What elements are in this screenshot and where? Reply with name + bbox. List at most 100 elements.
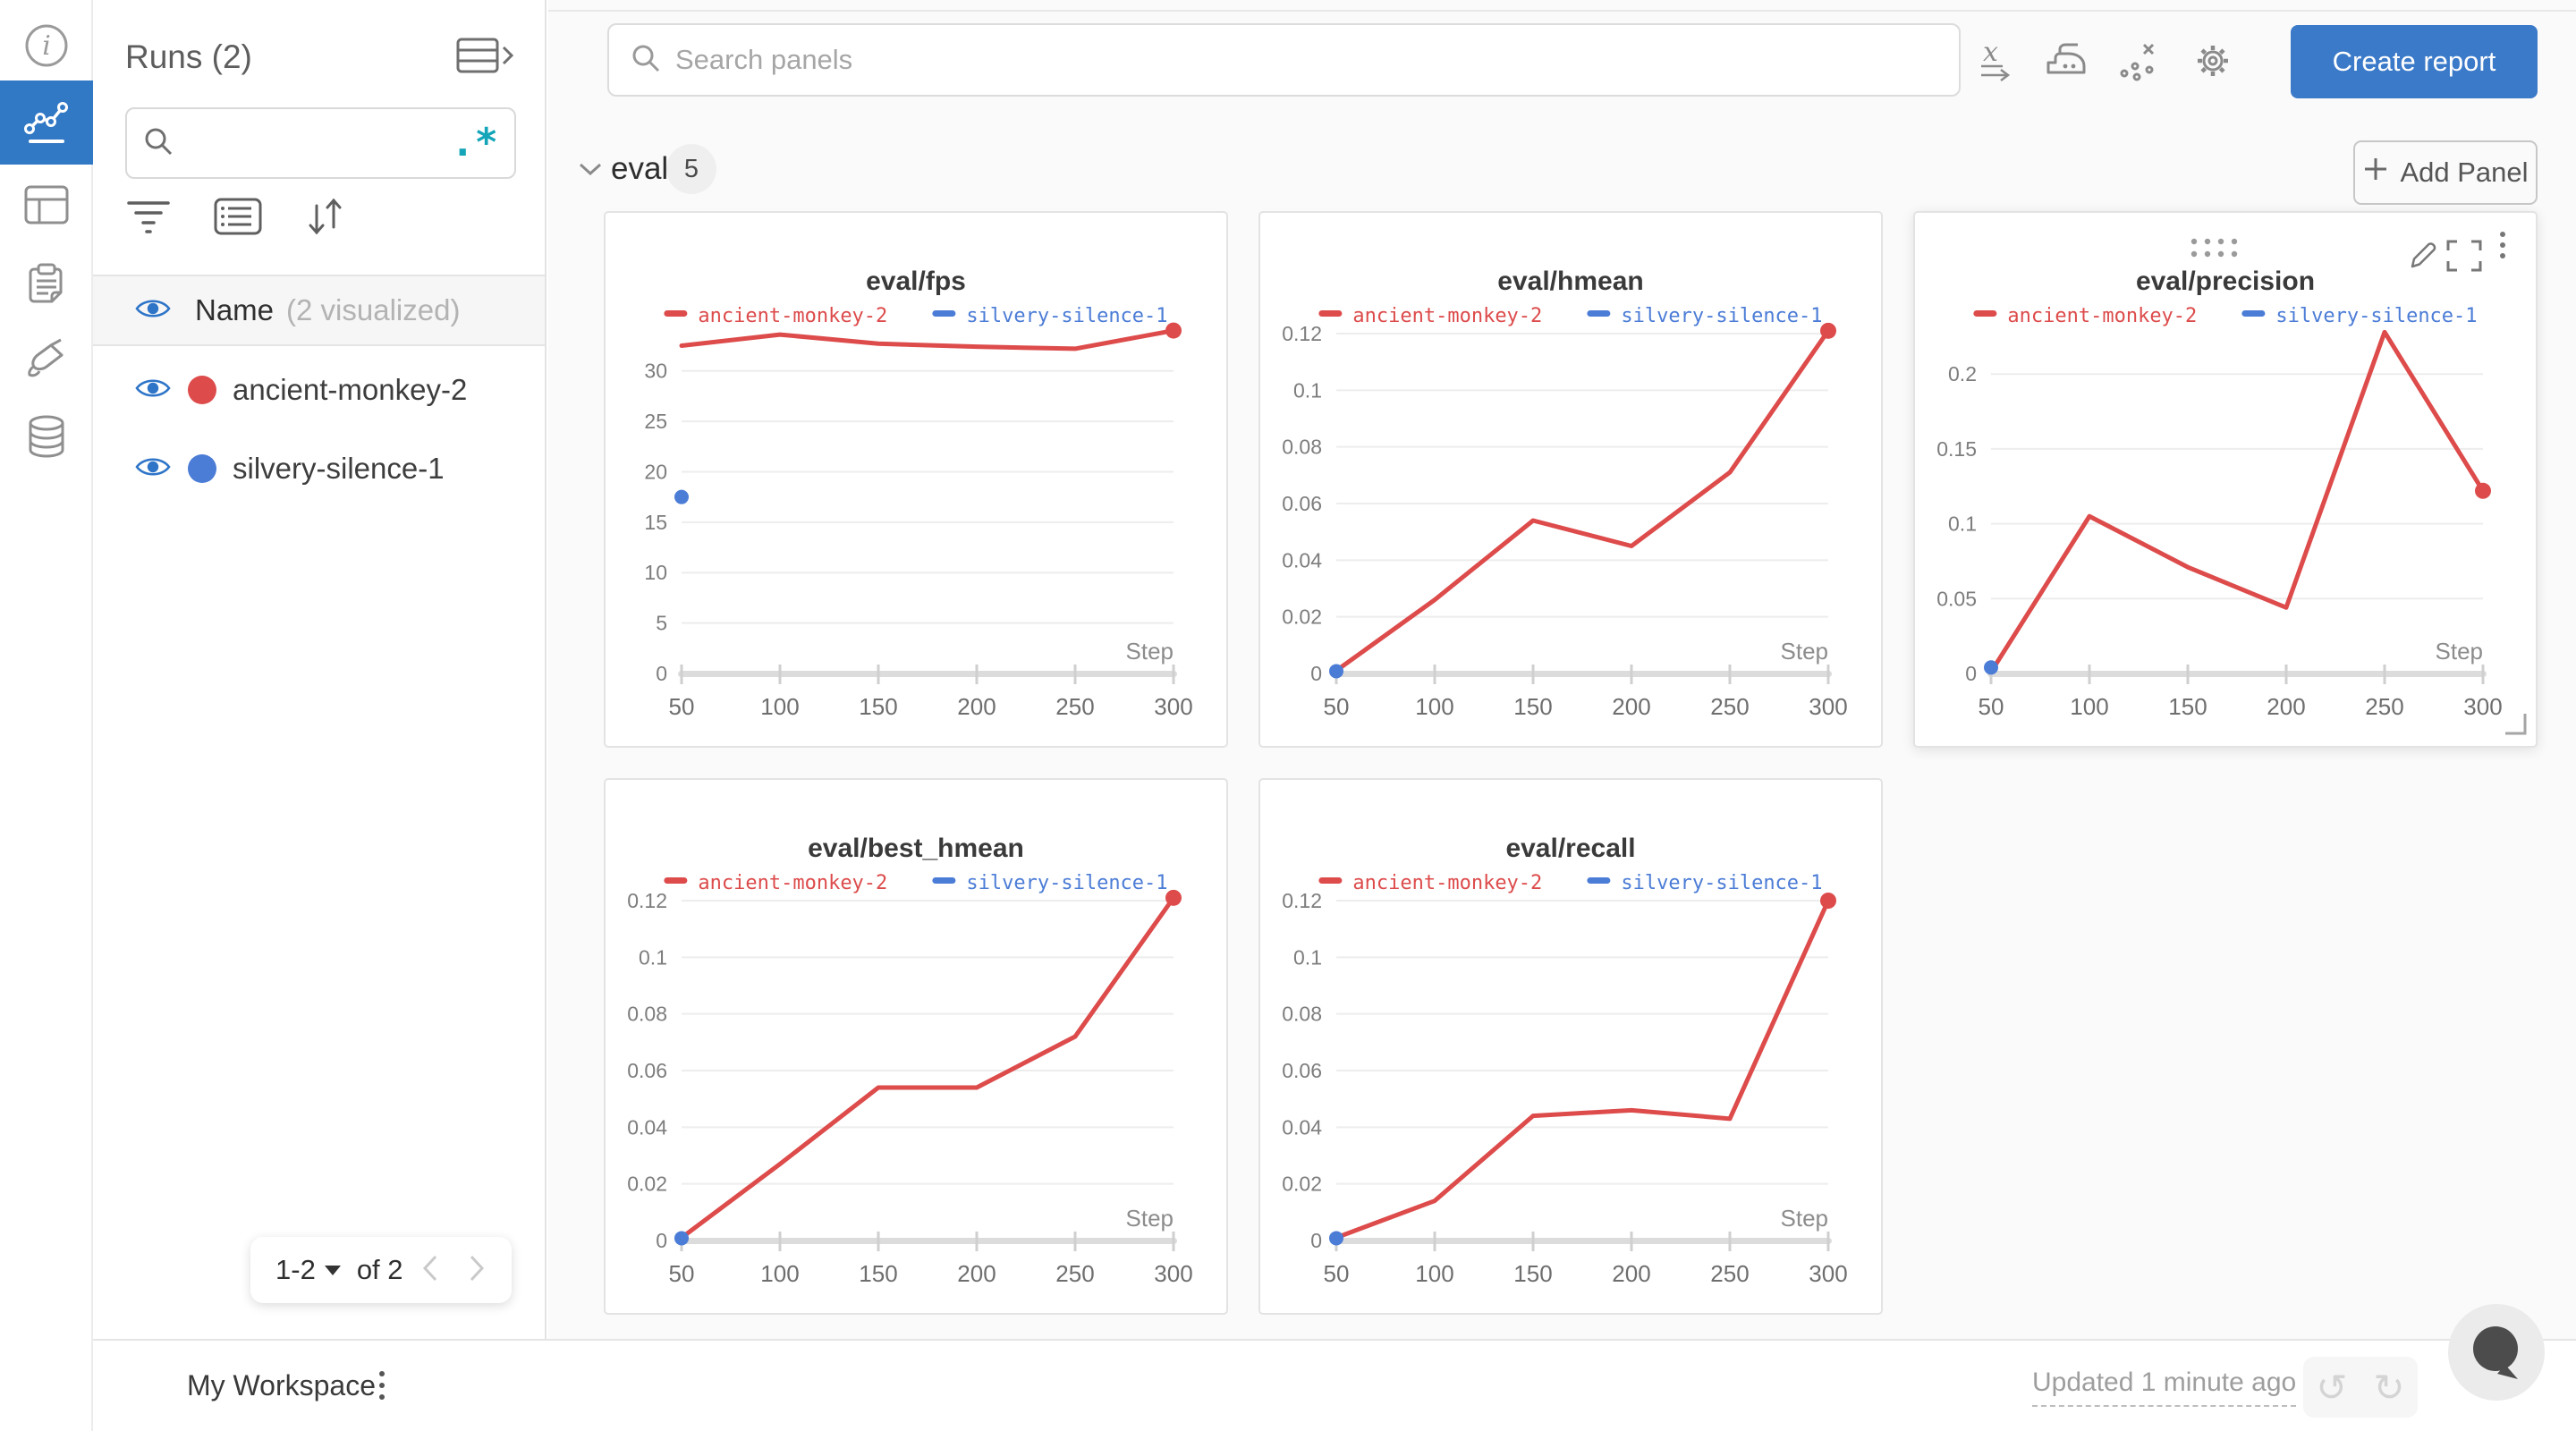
panel-kebab-icon[interactable] [2500, 242, 2505, 248]
drag-handle-icon[interactable] [2204, 238, 2211, 245]
drag-handle-icon[interactable] [2217, 250, 2224, 258]
nav-item-sweeps[interactable] [0, 320, 93, 404]
eye-icon[interactable] [134, 453, 172, 485]
x-axis-icon[interactable]: x [1976, 37, 2019, 82]
x-tick-label: 150 [859, 1260, 897, 1287]
y-tick-label: 0.15 [1936, 437, 1977, 461]
legend-entry[interactable]: silvery-silence-1 [1621, 872, 1822, 894]
legend-entry[interactable]: silvery-silence-1 [2275, 305, 2477, 327]
drag-handle-icon[interactable] [2231, 238, 2238, 245]
runs-column-header[interactable]: Name (2 visualized) [93, 275, 545, 346]
chart-panel-eval-fps[interactable]: eval/fps ancient-monkey-2 silvery-silence-… [604, 211, 1228, 748]
runs-search-input[interactable] [186, 128, 452, 158]
legend-entry[interactable]: ancient-monkey-2 [1352, 872, 1542, 894]
point-silvery-silence-1[interactable] [674, 489, 689, 504]
chart-canvas[interactable]: eval/precision ancient-monkey-2 silvery-si… [1915, 213, 2536, 746]
legend-entry[interactable]: ancient-monkey-2 [2007, 305, 2197, 327]
sort-icon[interactable] [304, 197, 347, 241]
legend-entry[interactable]: ancient-monkey-2 [698, 305, 887, 327]
latest-point-dot [1820, 893, 1836, 909]
x-tick-label: 200 [1612, 1260, 1650, 1287]
add-panel-button[interactable]: Add Panel [2353, 140, 2538, 205]
chart-panel-eval-recall[interactable]: eval/recall ancient-monkey-2 silvery-silen… [1258, 778, 1883, 1315]
series-line-ancient-monkey-2[interactable] [1334, 898, 1831, 1240]
panel-kebab-icon[interactable] [2500, 253, 2505, 258]
create-report-button[interactable]: Create report [2291, 25, 2538, 98]
nav-item-overview[interactable]: i [0, 5, 93, 89]
drag-handle-icon[interactable] [2190, 238, 2198, 245]
page-range-dropdown[interactable]: 1-2 [275, 1254, 316, 1285]
database-icon [23, 413, 70, 466]
x-tick-label: 250 [1710, 1260, 1749, 1287]
caret-down-icon[interactable] [324, 1265, 341, 1275]
drag-handle-icon[interactable] [2217, 238, 2224, 245]
undo-icon[interactable]: ↺ [2316, 1366, 2348, 1409]
smoothing-iron-icon[interactable] [2044, 39, 2087, 82]
chart-panel-eval-hmean[interactable]: eval/hmean ancient-monkey-2 silvery-silenc… [1258, 211, 1883, 748]
point-silvery-silence-1[interactable] [1984, 660, 1998, 675]
eye-icon[interactable] [134, 295, 172, 326]
nav-item-charts[interactable] [0, 80, 93, 165]
chart-canvas[interactable]: eval/hmean ancient-monkey-2 silvery-silenc… [1260, 213, 1881, 746]
chart-panel-eval-best-hmean[interactable]: eval/best_hmean ancient-monkey-2 silvery-s… [604, 778, 1228, 1315]
section-title[interactable]: eval [611, 151, 669, 186]
y-tick-label: 0.05 [1936, 587, 1977, 610]
run-name[interactable]: silvery-silence-1 [233, 452, 445, 485]
x-tick-label: 100 [1415, 1260, 1453, 1287]
chat-support-button[interactable] [2448, 1304, 2545, 1401]
chevron-down-icon[interactable] [577, 160, 604, 182]
settings-gear-icon[interactable] [2191, 39, 2234, 82]
series-line-ancient-monkey-2[interactable] [679, 328, 1176, 351]
resize-handle-icon[interactable] [2505, 714, 2527, 735]
chart-panel-eval-precision[interactable]: eval/precision ancient-monkey-2 silvery-si… [1913, 211, 2538, 748]
legend-entry[interactable]: ancient-monkey-2 [1352, 305, 1542, 327]
workspace-main: x Create report eval [548, 0, 2576, 1339]
filter-icon[interactable] [125, 198, 172, 240]
outliers-icon[interactable] [2117, 39, 2160, 82]
nav-item-logs[interactable] [0, 243, 93, 327]
point-silvery-silence-1[interactable] [1329, 664, 1343, 679]
run-row-silvery-silence-1[interactable]: silvery-silence-1 [93, 429, 545, 508]
point-silvery-silence-1[interactable] [1329, 1231, 1343, 1246]
legend-entry[interactable]: silvery-silence-1 [966, 305, 1167, 327]
drag-handle-icon[interactable] [2231, 250, 2238, 258]
display-options-icon[interactable] [213, 196, 263, 241]
drag-handle-icon[interactable] [2204, 250, 2211, 258]
point-silvery-silence-1[interactable] [674, 1231, 689, 1246]
workspace-menu-kebab-icon[interactable] [376, 1367, 388, 1403]
last-updated-text[interactable]: Updated 1 minute ago [2032, 1367, 2297, 1407]
x-tick-label: 150 [2168, 693, 2207, 720]
prev-page-icon[interactable] [420, 1253, 440, 1288]
panels-search-input[interactable] [675, 44, 1937, 76]
series-line-ancient-monkey-2[interactable] [679, 895, 1176, 1240]
nav-item-runs-table[interactable] [0, 165, 93, 249]
run-row-ancient-monkey-2[interactable]: ancient-monkey-2 [93, 351, 545, 429]
run-name[interactable]: ancient-monkey-2 [233, 373, 468, 406]
history-controls: ↺ ↻ [2303, 1357, 2418, 1418]
series-line-ancient-monkey-2[interactable] [1988, 329, 2486, 674]
x-tick-label: 50 [669, 1260, 695, 1287]
eye-icon[interactable] [134, 375, 172, 406]
regex-toggle-icon[interactable]: .* [451, 120, 498, 165]
redo-icon[interactable]: ↻ [2373, 1366, 2405, 1409]
runs-name-column-label: Name [195, 293, 275, 326]
workspace-title[interactable]: My Workspace [187, 1369, 377, 1401]
y-tick-label: 0 [1965, 662, 1977, 685]
legend-entry[interactable]: silvery-silence-1 [1621, 305, 1822, 327]
fullscreen-icon[interactable] [2446, 240, 2482, 272]
next-page-icon[interactable] [467, 1253, 487, 1288]
panel-kebab-icon[interactable] [2500, 232, 2505, 237]
search-icon [631, 43, 661, 78]
y-tick-label: 0.1 [1293, 945, 1322, 969]
nav-item-artifacts[interactable] [0, 397, 93, 481]
edit-pencil-icon[interactable] [2411, 242, 2436, 268]
expand-runs-table-icon[interactable] [455, 36, 514, 80]
chart-canvas[interactable]: eval/fps ancient-monkey-2 silvery-silence-… [606, 213, 1226, 746]
chart-canvas[interactable]: eval/best_hmean ancient-monkey-2 silvery-s… [606, 780, 1226, 1313]
series-line-ancient-monkey-2[interactable] [1334, 328, 1831, 673]
legend-entry[interactable]: ancient-monkey-2 [698, 872, 887, 894]
chart-canvas[interactable]: eval/recall ancient-monkey-2 silvery-silen… [1260, 780, 1881, 1313]
runs-panel-title: Runs (2) [125, 38, 252, 75]
drag-handle-icon[interactable] [2190, 250, 2198, 258]
legend-entry[interactable]: silvery-silence-1 [966, 872, 1167, 894]
